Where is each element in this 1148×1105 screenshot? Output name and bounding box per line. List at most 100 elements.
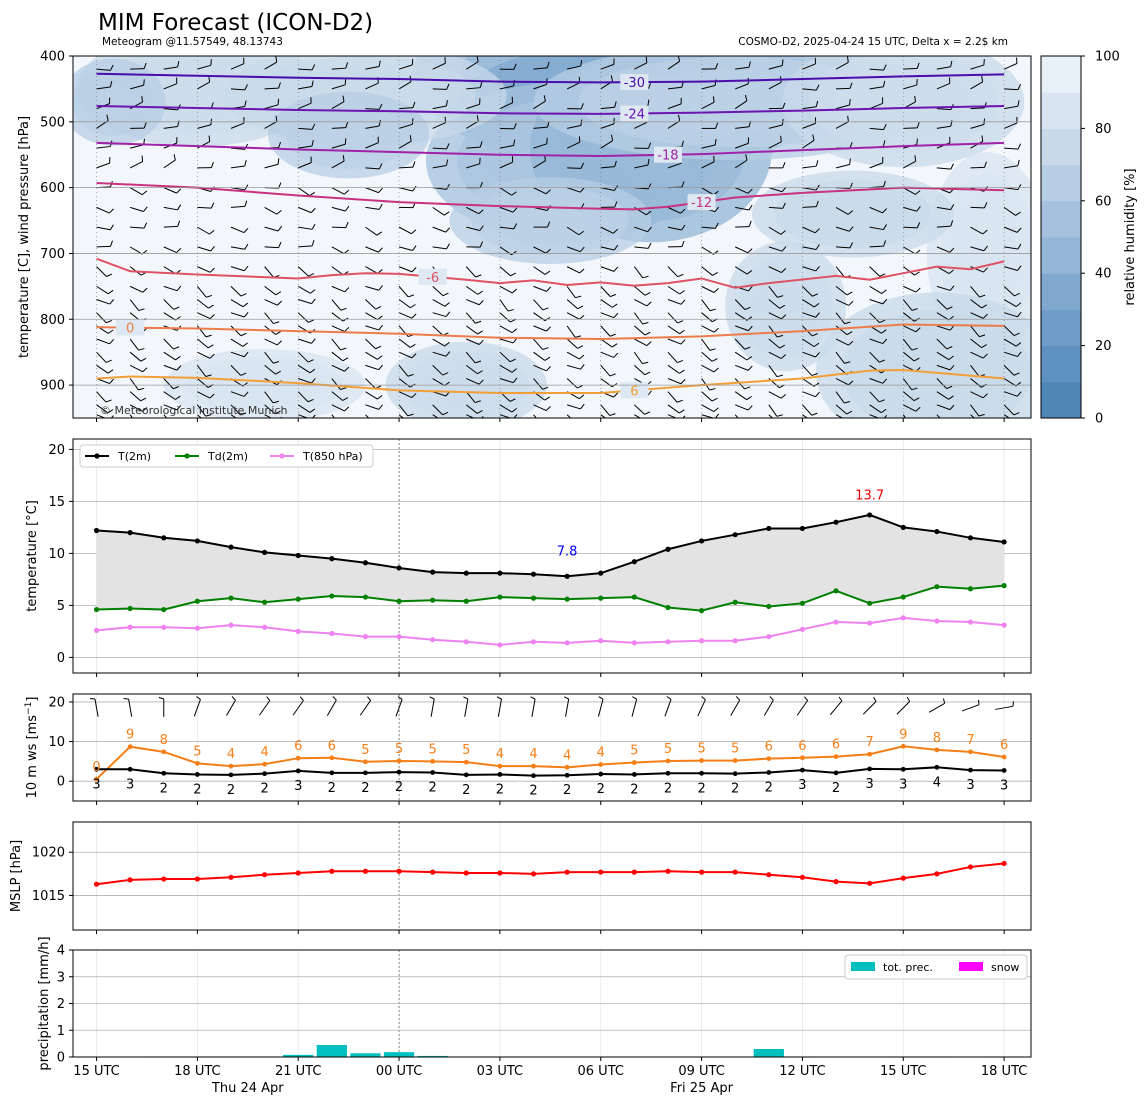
wind-barb-flag: [143, 206, 148, 212]
gust-value-label: 4: [227, 747, 235, 762]
wind-barb-flag: [613, 312, 619, 319]
wind-barb: [129, 206, 144, 212]
wind-barb-flag: [782, 202, 786, 209]
wind-barb-flag: [844, 400, 851, 404]
wind-barb: [398, 64, 413, 70]
wind-barb: [970, 286, 980, 298]
wind-barb-flag: [344, 205, 350, 212]
wind-barb: [533, 100, 546, 110]
wind-barb: [533, 285, 547, 292]
wind-barb: [600, 414, 606, 418]
wind-barb-flag: [815, 265, 820, 272]
wind-series-point: [228, 772, 234, 778]
wind-barb-flag: [812, 293, 819, 297]
wind-barb-flag: [479, 81, 483, 88]
wind-barb: [970, 378, 982, 388]
temp-series-point: [295, 596, 301, 602]
temp-series-point: [799, 525, 806, 532]
mean-wind-value-label: 2: [260, 782, 268, 797]
wind-barb: [432, 325, 444, 336]
wind-barb: [1004, 165, 1019, 169]
wind-barb-flag: [613, 244, 619, 251]
surface-wind-barb: [128, 698, 133, 717]
wind-barb-flag: [578, 394, 585, 400]
wind-barb-flag: [544, 396, 551, 401]
wind-barb: [230, 226, 245, 234]
wind-barb-flag: [949, 247, 955, 253]
mslp-point: [262, 872, 268, 878]
wind-barb-flag: [780, 135, 782, 142]
wind-barb-flag: [883, 140, 886, 147]
wind-barb: [197, 206, 212, 209]
wind-barb: [130, 226, 145, 229]
wind-barb-flag: [849, 158, 851, 165]
humidity-blob: [782, 56, 1025, 168]
surface-wind-barb-flag: [563, 696, 569, 700]
surface-wind-barb: [193, 699, 201, 717]
wind-barb-flag: [377, 395, 383, 400]
wind-barb-flag: [275, 291, 282, 296]
temp-series-point: [799, 626, 806, 632]
wind-barb-flag: [176, 188, 182, 194]
wind-barb-flag: [948, 395, 954, 400]
wind-barb: [903, 404, 916, 412]
wind-barb-flag: [879, 319, 886, 324]
wind-barb: [466, 299, 480, 306]
surface-wind-barb-flag: [838, 696, 843, 702]
mslp-point: [228, 874, 234, 880]
temp-series-point: [228, 622, 234, 628]
mean-wind-value-label: 2: [529, 784, 537, 799]
wind-barb: [903, 325, 917, 333]
wind-barb: [533, 160, 546, 169]
wind-barb: [970, 312, 984, 319]
wind-barb: [230, 266, 245, 272]
wind-barb-flag: [208, 76, 211, 83]
wind-barb-flag: [477, 290, 484, 295]
wind-barb: [667, 404, 680, 414]
gust-value-label: 6: [798, 739, 806, 754]
wind-barb: [869, 68, 884, 71]
wind-barb-flag: [278, 241, 282, 248]
wind-barb: [701, 299, 711, 312]
wind-barb: [264, 299, 278, 306]
wind-barb-flag: [949, 325, 955, 331]
wind-barb: [298, 338, 312, 344]
surface-wind-barb: [497, 698, 502, 717]
wind-barb: [667, 103, 682, 110]
humidity-colorbar: 0 20 40 60 80 100: [1040, 50, 1120, 427]
wind-series-point: [463, 759, 469, 765]
wind-barb-flag: [545, 248, 551, 254]
wind-barb: [197, 414, 202, 418]
wind-barb-flag: [511, 250, 517, 256]
wind-barb: [869, 86, 884, 90]
isotherms: -30 -24 -18 -12 -6 0 6: [96, 72, 1005, 399]
wind-barb: [533, 143, 547, 149]
wind-barb-flag: [511, 191, 517, 196]
precip-bar: [350, 1053, 381, 1057]
wind-barb: [970, 107, 985, 110]
wind-barb: [701, 85, 716, 90]
wind-barb: [129, 187, 143, 196]
mean-wind-value-label: 3: [866, 777, 874, 792]
wind-barb-flag: [914, 271, 920, 276]
wind-barb-flag: [309, 191, 315, 197]
wind-barb-flag: [378, 285, 383, 291]
surface-wind-barb: [531, 698, 536, 717]
temp-series-point: [396, 634, 402, 640]
wind-barb: [634, 299, 648, 307]
wind-barb-flag: [476, 115, 479, 122]
humidity-blob: [752, 170, 954, 258]
wind-barb-flag: [242, 302, 249, 308]
surface-wind-barb-flag: [266, 696, 271, 701]
wind-barb-flag: [781, 59, 784, 66]
wind-barb: [970, 325, 980, 338]
wind-barb-flag: [1017, 184, 1022, 190]
wind-barb-flag: [913, 397, 920, 402]
wind-barb: [734, 378, 745, 390]
wind-barb: [331, 391, 344, 401]
temp-series-point: [799, 600, 806, 606]
wind-barb-flag: [916, 79, 918, 86]
wind-barb: [566, 246, 581, 253]
isotherm-label-bg: [620, 74, 649, 91]
